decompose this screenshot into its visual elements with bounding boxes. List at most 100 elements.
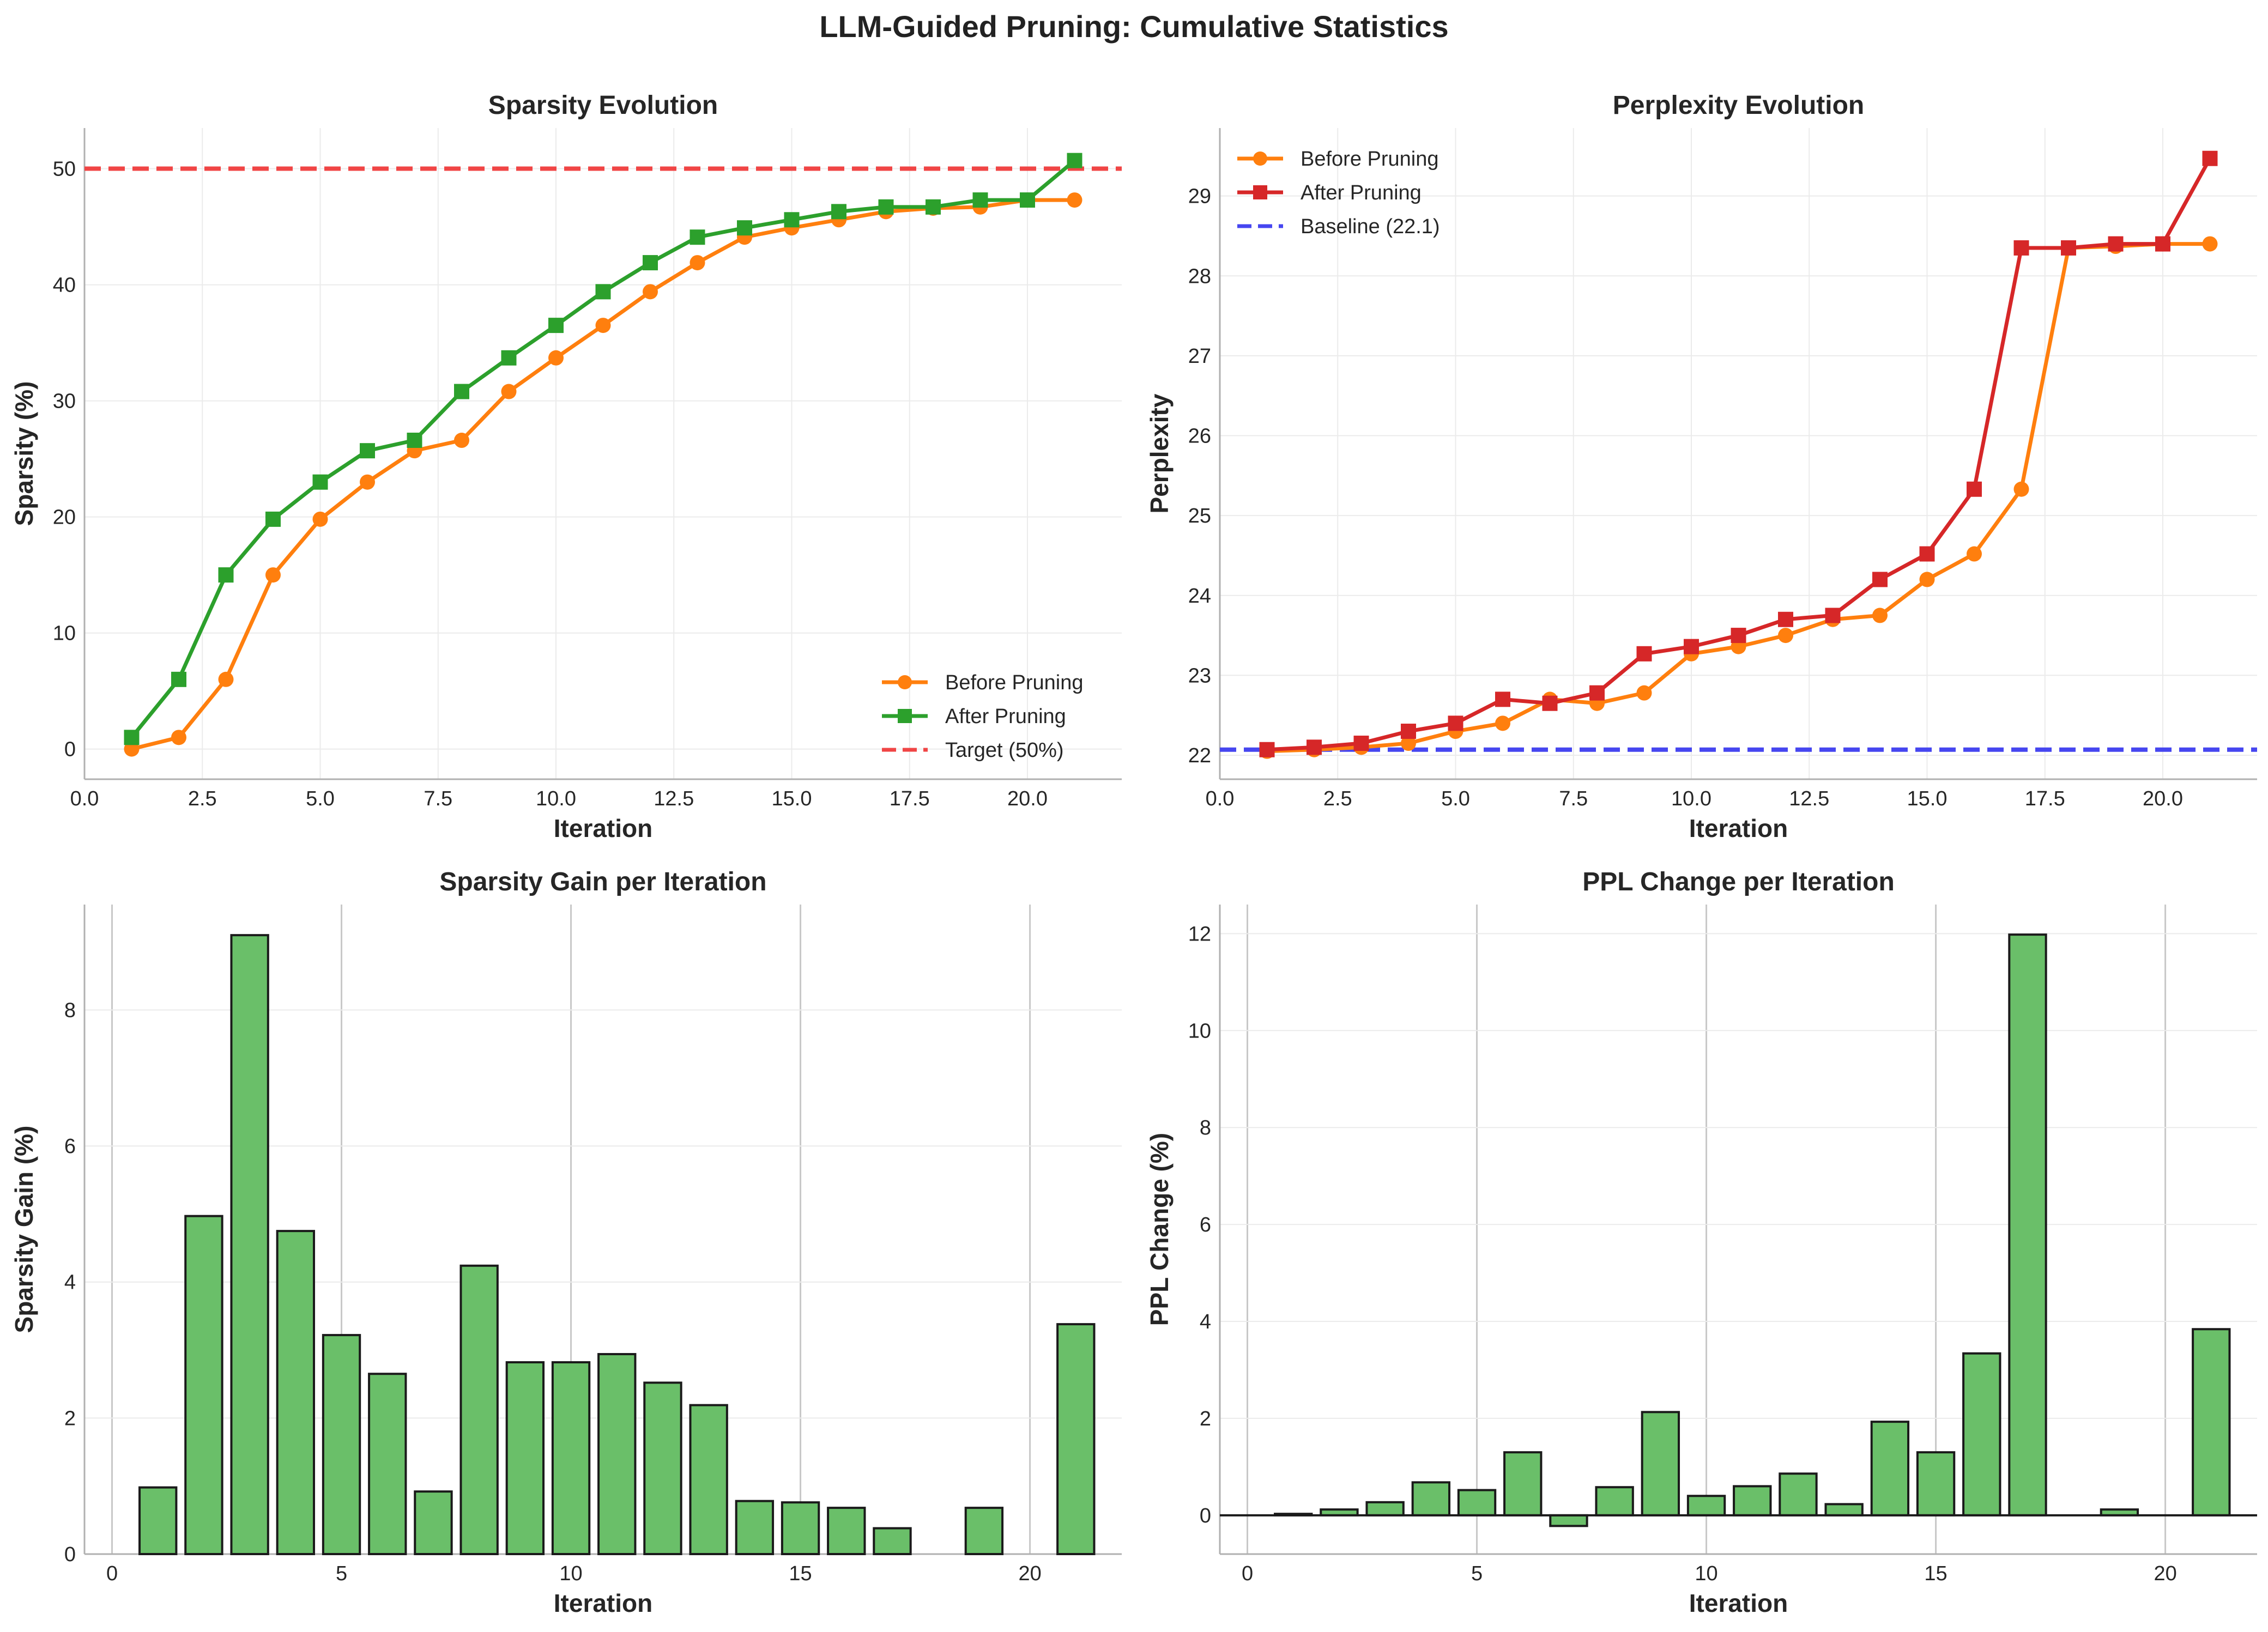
sparsity-evolution-xtick-label: 7.5 [424,787,452,810]
perplexity-evolution-point-after [1825,608,1841,623]
sparsity-evolution-point-after [926,199,941,215]
sparsity-gain-xtick-label: 10 [559,1562,582,1585]
perplexity-evolution-xtick-label: 5.0 [1441,787,1470,810]
perplexity-evolution-point-after [1401,724,1416,739]
sparsity-gain-bar [276,1230,316,1555]
perplexity-evolution-ytick-label: 25 [1188,505,1211,527]
sparsity-evolution-point-before [548,350,564,366]
sparsity-evolution-xtick-label: 0.0 [70,787,99,810]
sparsity-evolution-legend-label: Target (50%) [945,739,1064,762]
perplexity-evolution-legend-marker [1253,151,1267,166]
perplexity-evolution-point-after [1636,646,1652,662]
sparsity-evolution-point-before [218,671,234,687]
sparsity-evolution-xtick-label: 12.5 [654,787,694,810]
sparsity-evolution-ytick-label: 10 [53,622,76,645]
perplexity-evolution-point-before [1778,628,1793,644]
sparsity-gain-bar [505,1361,545,1556]
ppl-change-bar [1686,1495,1726,1516]
sparsity-evolution-xtick-label: 17.5 [890,787,930,810]
perplexity-evolution-point-after [2108,236,2124,252]
sparsity-evolution-chart: Sparsity Evolution 0.0 2.5 5.0 7.5 10.0 12.5 15… [10,91,1122,842]
sparsity-evolution-title: Sparsity Evolution [488,91,718,120]
sparsity-gain-ytick-label: 6 [64,1135,76,1158]
sparsity-evolution-point-before [312,511,328,527]
sparsity-evolution-point-after [407,433,422,448]
perplexity-evolution-point-after [1919,546,1935,562]
sparsity-gain-ylabel: Sparsity Gain (%) [10,1126,38,1333]
sparsity-evolution-point-after [643,255,658,271]
sparsity-gain-bar [184,1215,223,1555]
sparsity-gain-bar [689,1404,728,1556]
perplexity-evolution-legend-marker [1253,185,1267,199]
sparsity-evolution-xlabel: Iteration [554,814,652,842]
sparsity-gain-bar [459,1264,499,1555]
ppl-change-bar [1595,1486,1634,1516]
sparsity-evolution-xtick-label: 5.0 [306,787,335,810]
perplexity-evolution-point-after [1307,739,1322,755]
sparsity-evolution-point-after [595,284,611,300]
perplexity-evolution-xtick-label: 7.5 [1559,787,1588,810]
ppl-change-ytick-label: 2 [1200,1407,1211,1430]
ppl-change-bar [1962,1352,2001,1516]
perplexity-evolution-point-after [1353,736,1369,751]
perplexity-evolution-legend-label: Before Pruning [1301,148,1439,171]
sparsity-gain-bar [735,1500,775,1555]
perplexity-evolution-point-before [1967,546,1982,562]
sparsity-evolution-point-after [831,204,846,220]
sparsity-gain-bar [322,1334,361,1556]
page-title: LLM-Guided Pruning: Cumulative Statistic… [819,9,1449,44]
perplexity-evolution-ytick-label: 26 [1188,425,1211,448]
sparsity-gain-xtick-label: 5 [336,1562,347,1585]
sparsity-evolution-point-before [690,255,705,271]
sparsity-evolution-ytick-label: 0 [64,738,76,761]
sparsity-gain-ytick-label: 2 [64,1407,76,1430]
ppl-change-title: PPL Change per Iteration [1582,867,1895,896]
ppl-change-ylabel: PPL Change (%) [1145,1133,1174,1326]
perplexity-evolution-xtick-label: 15.0 [1907,787,1948,810]
sparsity-gain-bar [597,1353,637,1556]
perplexity-evolution-point-before [1401,736,1416,751]
ppl-change-xtick-label: 20 [2154,1562,2176,1585]
sparsity-evolution-legend-label: Before Pruning [945,671,1084,694]
sparsity-evolution-xtick-label: 10.0 [536,787,576,810]
sparsity-evolution-legend-marker [898,675,912,689]
sparsity-gain-ytick-label: 8 [64,999,76,1022]
sparsity-evolution-xtick-label: 20.0 [1007,787,1048,810]
perplexity-evolution-xtick-label: 20.0 [2143,787,2183,810]
sparsity-gain-xtick-label: 15 [789,1562,812,1585]
ppl-change-chart: PPL Change per Iteration 0 5 10 15 20 0 2 4 6 8 10 1… [1145,867,2257,1617]
ppl-change-bar [2192,1328,2231,1516]
sparsity-evolution-series-before-line [131,198,1075,751]
sparsity-gain-xlabel: Iteration [554,1589,652,1617]
sparsity-evolution-point-before [1067,192,1082,208]
sparsity-evolution-point-after [972,192,988,208]
sparsity-evolution-point-after [501,350,517,366]
sparsity-evolution-point-after [548,318,564,333]
sparsity-evolution-point-after [690,229,705,245]
ppl-change-bar [1365,1501,1405,1516]
ppl-change-bar [1503,1451,1543,1516]
perplexity-evolution-legend-label: Baseline (22.1) [1301,215,1440,238]
sparsity-gain-ytick-label: 0 [64,1543,76,1566]
sparsity-evolution-point-after [312,474,328,490]
perplexity-evolution-point-after [2202,150,2218,166]
ppl-change-ytick-label: 12 [1188,923,1211,945]
sparsity-evolution-point-before [643,284,658,300]
perplexity-evolution-point-after [1684,639,1699,654]
sparsity-evolution-ytick-label: 40 [53,274,76,297]
sparsity-gain-bar [138,1486,178,1556]
perplexity-evolution-chart: Perplexity Evolution 0.0 2.5 5.0 7.5 10.0 12.5… [1145,91,2257,842]
sparsity-gain-xtick-label: 0 [106,1562,118,1585]
ppl-change-bar [1411,1481,1451,1516]
sparsity-evolution-legend-label: After Pruning [945,705,1066,728]
ppl-change-bar [1779,1472,1818,1516]
ppl-change-ytick-label: 6 [1200,1214,1211,1236]
sparsity-evolution-point-after [360,443,375,459]
sparsity-evolution-point-before [501,384,517,399]
sparsity-evolution-point-after [454,384,469,399]
perplexity-evolution-legend-label: After Pruning [1301,181,1422,204]
perplexity-evolution-point-after [1778,611,1793,627]
perplexity-evolution-point-before [1919,572,1935,587]
sparsity-gain-bar [1056,1323,1096,1555]
sparsity-gain-bar [551,1361,591,1556]
